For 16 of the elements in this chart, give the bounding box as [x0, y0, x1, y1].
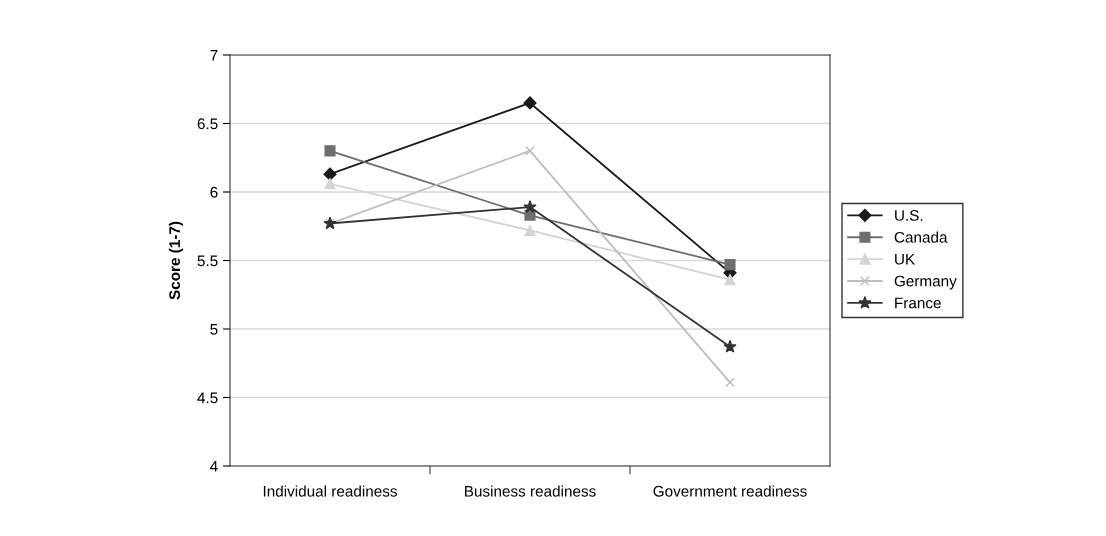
- y-tick-label: 5.5: [197, 255, 218, 267]
- y-axis-title: Score (1-7): [168, 221, 184, 300]
- legend-label: France: [895, 297, 941, 309]
- x-tick-label: Business readiness: [465, 485, 596, 497]
- y-tick-label: 6: [210, 186, 218, 198]
- x-tick-label: Individual readiness: [263, 485, 397, 497]
- y-tick-label: 5: [210, 324, 218, 335]
- y-tick-label: 7: [210, 50, 218, 61]
- x-tick-label: Government readiness: [653, 485, 807, 497]
- y-tick-label: 4.5: [197, 392, 218, 404]
- legend-label: Canada: [894, 231, 948, 243]
- y-tick-label: 4: [210, 461, 218, 472]
- legend-label: U.S.: [895, 210, 923, 221]
- legend-label: Germany: [894, 275, 957, 290]
- y-tick-label: 6.5: [197, 118, 218, 130]
- legend-label: UK: [895, 253, 915, 265]
